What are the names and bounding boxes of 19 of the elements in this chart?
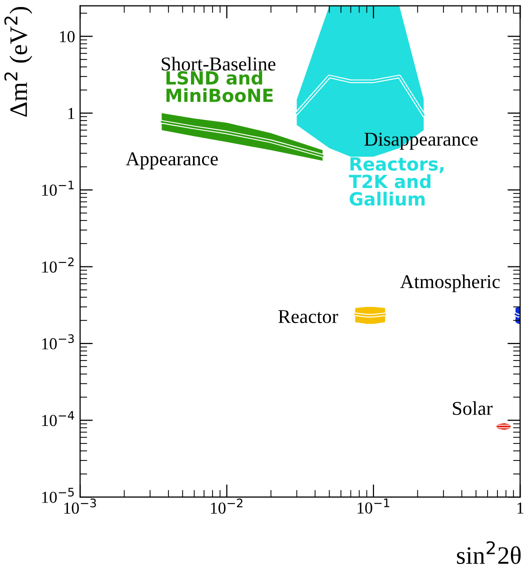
y-tick-label: 10$^{−4}$	[42, 411, 74, 426]
x-tick-label: 1	[517, 502, 524, 514]
y-tick-label: 10	[60, 31, 75, 42]
y-tick-label: 10$^{−5}$	[42, 488, 74, 503]
annotation: Appearance	[126, 152, 218, 170]
text: Reactors, T2K and Gallium	[348, 157, 444, 206]
y-tick-label: 10$^{−3}$	[42, 334, 74, 350]
annotation: Short-Baseline	[162, 56, 276, 71]
x-tick-label: 10$^{−2}$	[211, 498, 242, 514]
y-tick-label: 10$^{−1}$	[42, 180, 74, 196]
annotation: Reactor	[278, 310, 338, 324]
y-tick-label: 1	[68, 108, 74, 119]
x-tick-label: 10$^{−1}$	[358, 498, 390, 514]
x-axis-title: sin$^{2}$2θ	[457, 541, 521, 564]
series-label: LSND and MiniBooNE	[166, 70, 273, 102]
y-axis-title: Δm$^{2}$ (eV$^{2}$)	[4, 6, 32, 117]
y-tick-label: 10$^{−2}$	[42, 257, 74, 273]
annotation: Atmospheric	[400, 274, 500, 292]
annotation: Solar	[452, 401, 493, 415]
